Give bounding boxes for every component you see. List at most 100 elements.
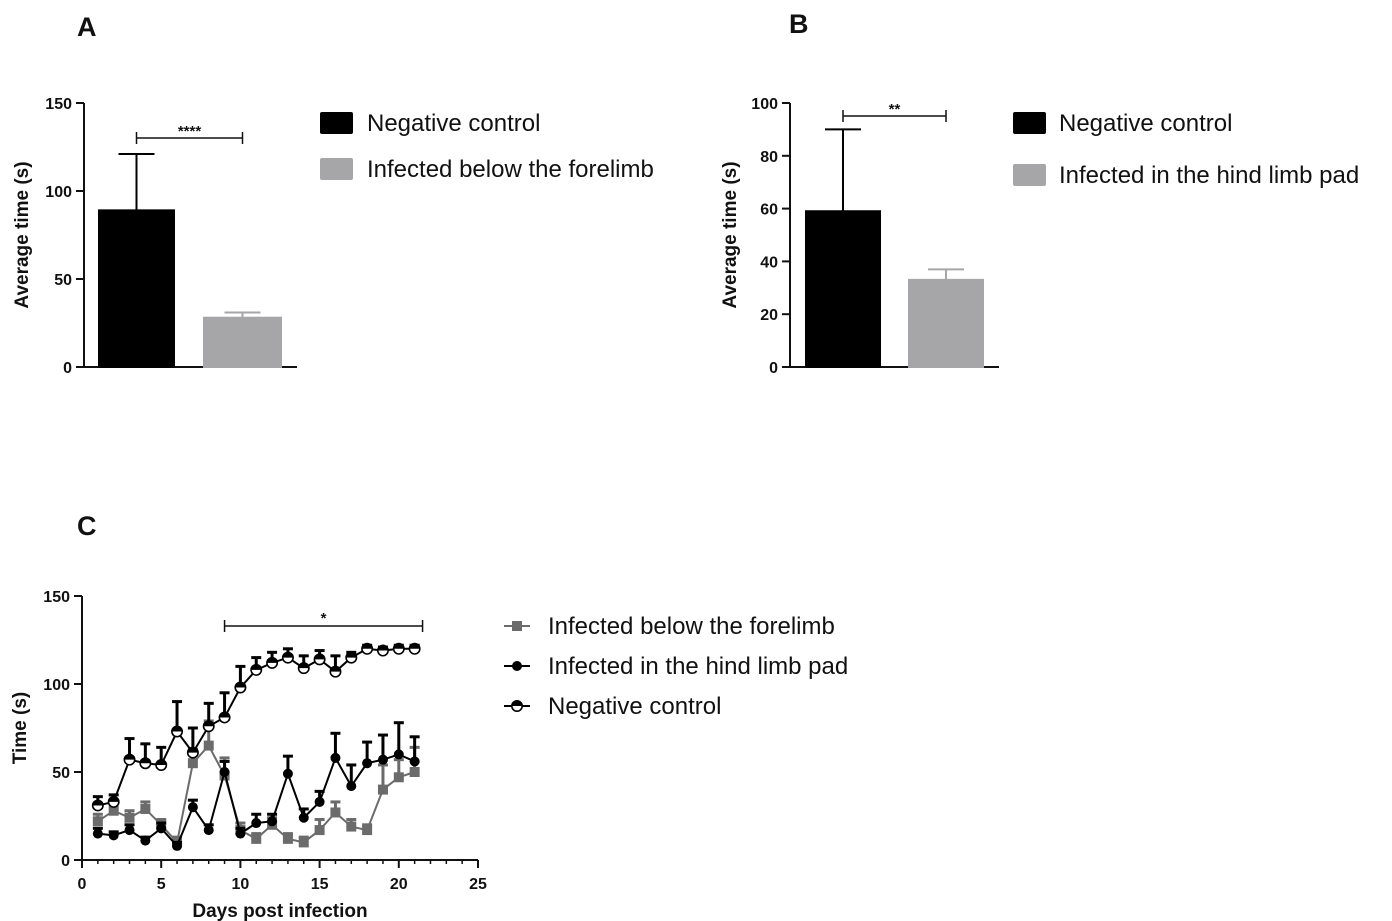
marker-half-fill bbox=[124, 754, 135, 760]
legend-entry-label: Negative control bbox=[548, 693, 721, 720]
marker-half-fill bbox=[219, 712, 230, 718]
data-point bbox=[409, 767, 420, 777]
bar-1 bbox=[98, 209, 175, 368]
data-point bbox=[376, 644, 389, 657]
marker-half-fill bbox=[330, 666, 341, 672]
legend-swatch bbox=[1013, 112, 1046, 134]
data-point bbox=[408, 642, 421, 655]
data-point bbox=[362, 758, 373, 769]
x-tick-label: 15 bbox=[311, 876, 329, 893]
bar-2 bbox=[203, 316, 282, 368]
data-point bbox=[234, 681, 247, 694]
legend-marker bbox=[512, 661, 522, 671]
data-point bbox=[297, 662, 310, 675]
legend-entry-label: Infected in the hind limb pad bbox=[1059, 162, 1359, 189]
data-point bbox=[392, 642, 405, 655]
x-tick-label: 10 bbox=[232, 876, 250, 893]
series-3 bbox=[91, 642, 421, 812]
y-tick-label: 0 bbox=[769, 360, 778, 377]
y-tick-label: 150 bbox=[43, 589, 70, 606]
data-point bbox=[377, 754, 388, 765]
series-1 bbox=[92, 719, 420, 848]
data-point bbox=[393, 749, 404, 760]
data-point bbox=[108, 805, 119, 816]
y-axis-title: Average time (s) bbox=[12, 161, 33, 308]
legend-marker bbox=[510, 699, 523, 712]
data-point bbox=[329, 665, 342, 678]
data-point bbox=[171, 725, 184, 738]
marker-half-fill bbox=[282, 652, 294, 658]
data-point bbox=[346, 781, 357, 792]
data-point bbox=[172, 840, 183, 851]
data-point bbox=[124, 825, 135, 836]
y-tick-label: 60 bbox=[760, 202, 778, 219]
data-point bbox=[362, 825, 373, 836]
data-point bbox=[330, 752, 341, 763]
data-point bbox=[124, 812, 135, 823]
data-point bbox=[187, 802, 198, 813]
data-point bbox=[91, 799, 104, 812]
data-point bbox=[202, 720, 215, 733]
data-point bbox=[140, 803, 151, 814]
bar-1 bbox=[805, 210, 881, 368]
y-tick-label: 100 bbox=[43, 677, 70, 694]
data-point bbox=[282, 833, 293, 844]
marker-half-fill bbox=[156, 759, 167, 765]
x-tick-label: 25 bbox=[469, 876, 487, 893]
marker-half-fill bbox=[108, 796, 119, 802]
data-point bbox=[314, 796, 325, 807]
y-tick-label: 50 bbox=[52, 765, 70, 782]
marker-half-fill bbox=[377, 645, 389, 651]
data-point bbox=[251, 833, 262, 844]
marker-half-fill bbox=[235, 682, 246, 688]
y-tick-label: 100 bbox=[751, 96, 778, 113]
data-point bbox=[393, 772, 404, 783]
data-point bbox=[267, 816, 278, 827]
data-point bbox=[218, 711, 231, 724]
marker-half-fill bbox=[298, 662, 309, 669]
panel-letter: C bbox=[77, 511, 97, 541]
marker-half-fill bbox=[266, 657, 278, 663]
data-point bbox=[156, 823, 167, 834]
data-point bbox=[140, 835, 151, 846]
y-tick-label: 80 bbox=[760, 149, 778, 166]
y-tick-label: 50 bbox=[54, 272, 72, 289]
y-tick-label: 0 bbox=[63, 360, 72, 377]
y-tick-label: 40 bbox=[760, 254, 778, 271]
data-point bbox=[345, 651, 358, 664]
marker-half-fill bbox=[140, 758, 151, 764]
legend-swatch bbox=[320, 112, 353, 134]
marker-half-fill bbox=[393, 643, 404, 649]
legend-marker bbox=[512, 621, 522, 631]
data-point bbox=[346, 821, 357, 832]
legend-entry-label: Negative control bbox=[367, 110, 540, 137]
data-point bbox=[155, 758, 168, 771]
legend-entry: Infected below the forelimb bbox=[504, 613, 835, 640]
marker-half-fill bbox=[409, 643, 420, 649]
marker-half-fill bbox=[92, 800, 104, 806]
marker-half-fill bbox=[171, 726, 183, 732]
data-point bbox=[250, 663, 263, 676]
panel-letter: A bbox=[77, 12, 97, 42]
x-axis-title: Days post infection bbox=[192, 901, 367, 921]
legend-swatch bbox=[320, 158, 353, 180]
y-tick-label: 100 bbox=[45, 184, 72, 201]
data-point bbox=[203, 740, 214, 751]
legend-swatch bbox=[1013, 164, 1046, 186]
legend-entry-label: Infected below the forelimb bbox=[548, 613, 835, 640]
data-point bbox=[203, 825, 214, 836]
data-point bbox=[108, 830, 119, 841]
series-2 bbox=[92, 721, 420, 851]
significance-label: * bbox=[321, 610, 327, 627]
marker-half-fill bbox=[187, 747, 199, 753]
y-axis-title: Average time (s) bbox=[720, 161, 741, 308]
data-point bbox=[282, 768, 293, 779]
y-axis-title: Time (s) bbox=[10, 692, 31, 765]
legend-entry: Infected in the hind limb pad bbox=[504, 653, 848, 680]
data-point bbox=[409, 756, 420, 767]
significance-label: ** bbox=[889, 101, 901, 118]
marker-half-fill bbox=[511, 700, 523, 706]
data-point bbox=[186, 746, 199, 759]
data-point bbox=[330, 807, 341, 818]
